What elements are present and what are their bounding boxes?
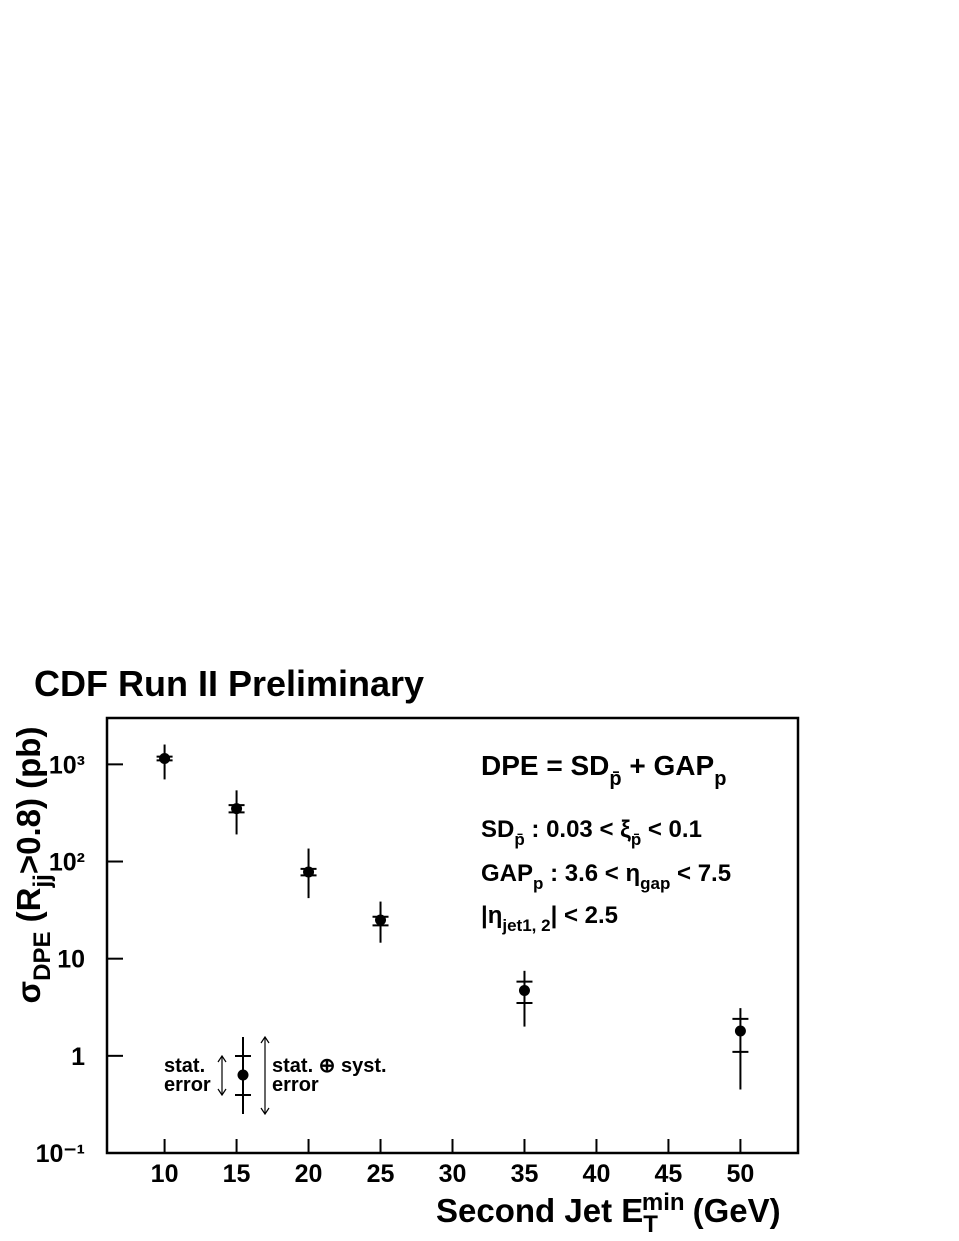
annotation-part: DPE = SD xyxy=(481,750,609,781)
annotation-part: : 0.03 < ξ xyxy=(525,816,631,843)
annotation: DPE = SDp̄ + GAPp xyxy=(481,750,726,790)
x-tick-label: 30 xyxy=(439,1160,467,1188)
x-label-part: Second Jet E xyxy=(436,1192,643,1229)
annotation-sub: p xyxy=(714,768,726,790)
y-tick-label: 10³ xyxy=(49,751,85,779)
legend-marker xyxy=(237,1069,249,1081)
annotation: SDp̄ : 0.03 < ξp̄ < 0.1 xyxy=(481,816,702,849)
y-label-part: (R xyxy=(10,887,47,931)
data-point xyxy=(518,985,530,997)
y-axis-label: σDPE (Rjj>0.8) (pb) xyxy=(10,727,56,1004)
data-point xyxy=(734,1025,746,1037)
annotation-sub: gap xyxy=(640,874,670,893)
legend-arrowhead xyxy=(217,1054,227,1097)
x-tick-label: 45 xyxy=(655,1160,683,1188)
x-label-part: (GeV) xyxy=(693,1192,781,1229)
annotation-sub: p̄ xyxy=(609,768,621,790)
x-tick-label: 20 xyxy=(295,1160,323,1188)
data-point xyxy=(159,752,171,764)
x-tick-label: 15 xyxy=(223,1160,251,1188)
annotation-part: : 3.6 < η xyxy=(543,860,640,887)
annotation-part: |η xyxy=(481,902,502,929)
y-tick-label: 10 xyxy=(57,946,85,974)
annotation-part: GAP xyxy=(481,860,533,887)
y-label-part: σ xyxy=(10,981,47,1004)
annotation-part: + GAP xyxy=(622,750,715,781)
annotation-part: SD xyxy=(481,816,514,843)
error-legend xyxy=(217,1035,270,1116)
x-tick-label: 10 xyxy=(151,1160,179,1188)
annotation-part: | < 2.5 xyxy=(551,902,618,929)
y-tick-label: 1 xyxy=(71,1043,85,1071)
x-tick-label: 40 xyxy=(583,1160,611,1188)
x-label-sub: T xyxy=(643,1211,658,1238)
annotation-sub: p xyxy=(533,874,543,893)
x-axis-label: Second Jet ETmin (GeV) xyxy=(436,1189,781,1238)
x-label-sup: min xyxy=(642,1189,685,1216)
legend-text: error xyxy=(272,1074,319,1096)
legend-text: stat. xyxy=(164,1055,205,1077)
data-point xyxy=(303,866,315,878)
data-point xyxy=(231,803,243,815)
y-tick-label: 10⁻¹ xyxy=(36,1140,85,1168)
x-tick-label: 35 xyxy=(511,1160,539,1188)
y-label-part: >0.8) (pb) xyxy=(10,727,47,875)
annotation-sub: p̄ xyxy=(631,830,641,849)
y-tick-label: 10² xyxy=(49,849,85,877)
data-point xyxy=(375,914,387,926)
annotation: GAPp : 3.6 < ηgap < 7.5 xyxy=(481,860,731,893)
legend-arrowhead xyxy=(260,1035,270,1116)
x-tick-label: 25 xyxy=(367,1160,395,1188)
annotation-sub: p̄ xyxy=(514,830,524,849)
annotation: |ηjet1, 2| < 2.5 xyxy=(481,902,618,935)
annotation-sub: jet1, 2 xyxy=(501,916,550,935)
x-tick-label: 50 xyxy=(727,1160,755,1188)
legend-text: error xyxy=(164,1074,211,1096)
annotation-part: < 0.1 xyxy=(641,816,702,843)
chart-title: CDF Run II Preliminary xyxy=(34,663,424,704)
y-label-sub: DPE xyxy=(29,932,56,981)
y-label-sub: jj xyxy=(29,874,56,888)
legend-text: stat. ⊕ syst. xyxy=(272,1055,387,1077)
annotation-part: < 7.5 xyxy=(670,860,731,887)
